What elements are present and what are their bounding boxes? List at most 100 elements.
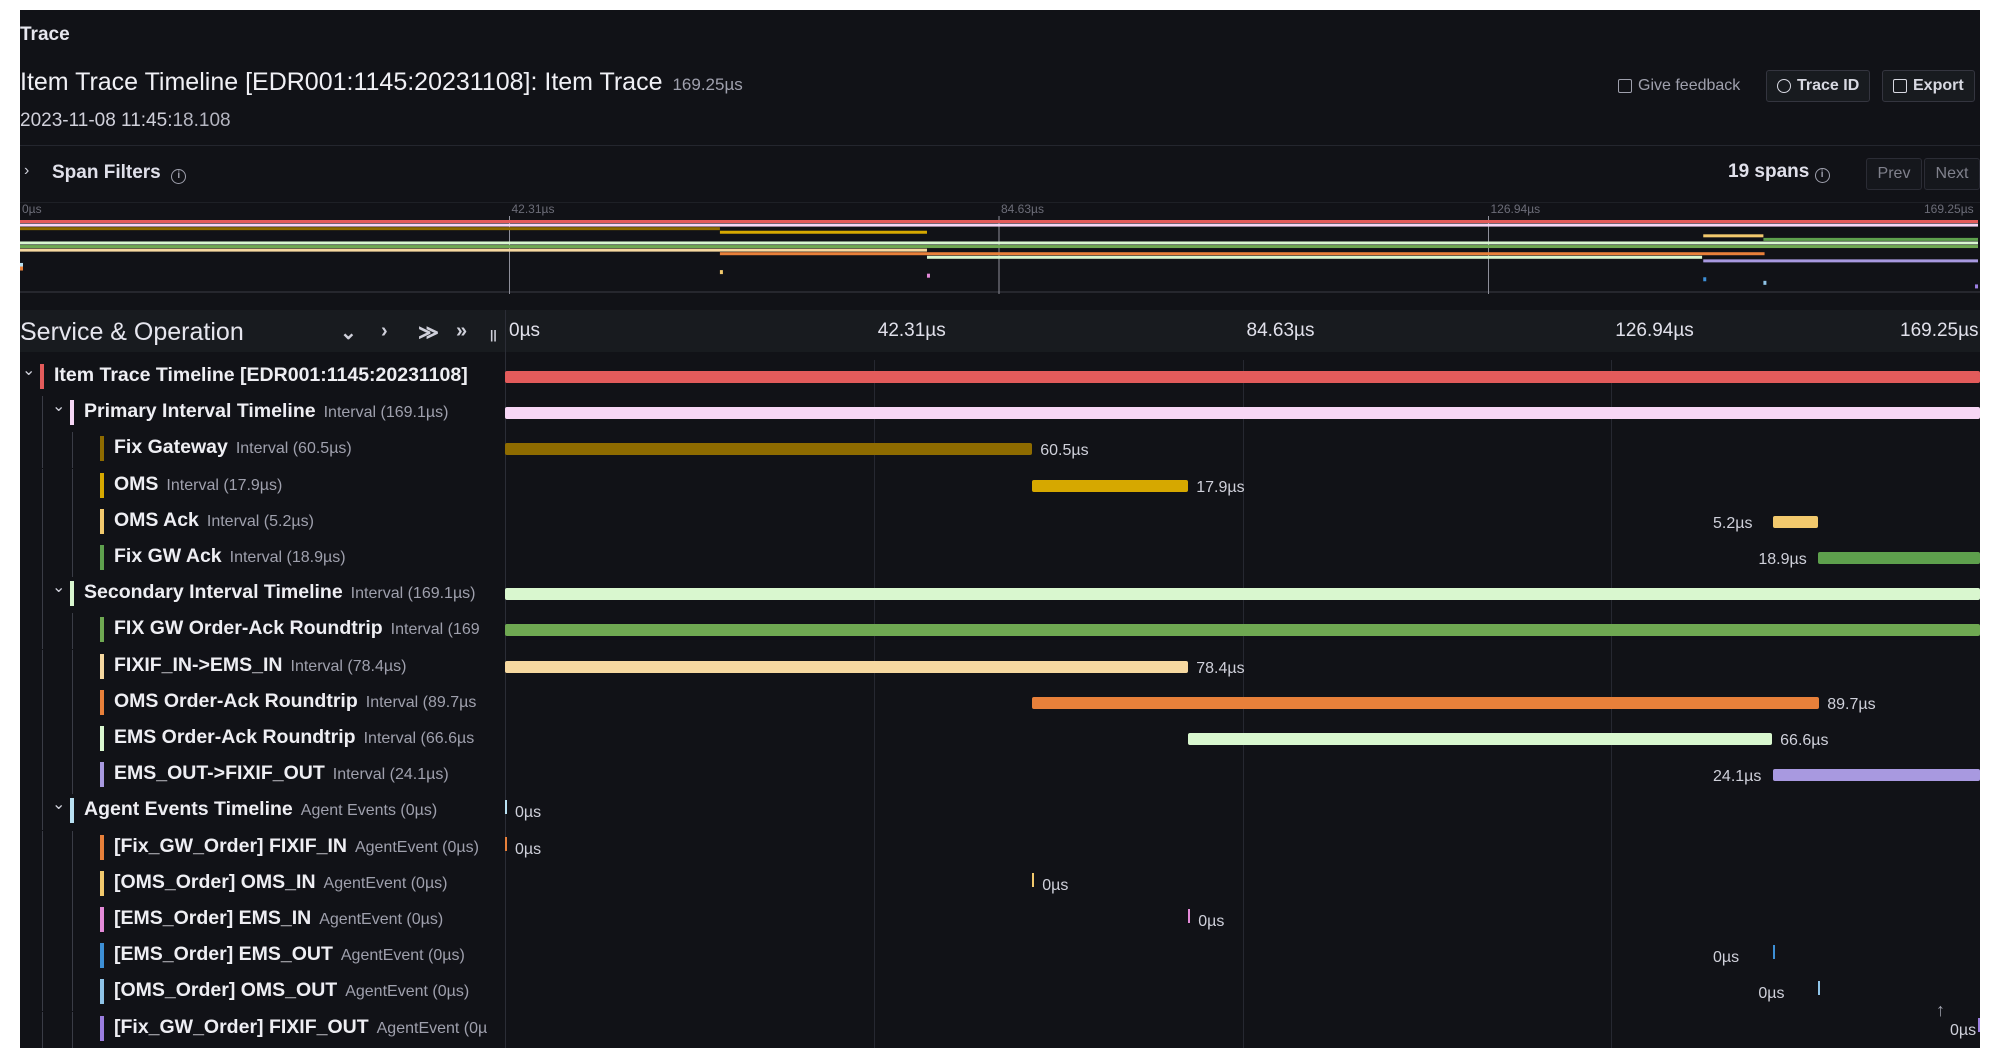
span-bar[interactable] [505,443,1033,456]
span-row[interactable]: ⌄ Secondary Interval Timeline Interval (16… [20,577,1980,614]
span-bar[interactable] [1188,909,1191,923]
span-bar[interactable] [505,800,507,815]
span-name-cell[interactable]: FIXIF_IN->EMS_IN Interval (78.4µs) [20,649,505,686]
minimap-span-mark [20,227,720,231]
service-color-marker [100,726,104,751]
span-bar[interactable] [1032,479,1189,492]
span-row[interactable]: [EMS_Order] EMS_IN AgentEvent (0µs) 0µs [20,903,1980,939]
span-name-text: FIXIF_IN->EMS_IN [114,653,283,676]
tree-guide-line [42,613,43,650]
span-type: Agent Events (0µs) [300,802,438,820]
span-bar[interactable] [1818,981,1821,996]
span-row[interactable]: [Fix_GW_Order] FIXIF_OUT AgentEvent (0µ 0µ… [20,1011,1980,1048]
span-row[interactable]: ⌄ Item Trace Timeline [EDR001:1145:202311… [20,360,1980,396]
span-bar[interactable] [1978,1017,1980,1032]
column-divider[interactable] [505,310,506,1048]
span-name-cell[interactable]: ⌄ Primary Interval Timeline Interval (169.… [20,396,505,433]
tree-guide-line [72,541,73,577]
span-duration-label: 60.5µs [1040,442,1089,460]
minimap-span-mark [719,252,1765,256]
span-bar[interactable] [1773,945,1776,960]
tree-guide-line [72,432,73,469]
span-row[interactable]: [Fix_GW_Order] FIXIF_IN AgentEvent (0µs) 0… [20,830,1980,867]
span-bar[interactable] [1188,733,1773,745]
span-bar[interactable] [1818,552,1980,564]
span-name-cell[interactable]: EMS_OUT->FIXIF_OUT Interval (24.1µs) [20,758,505,795]
span-name-cell[interactable]: Fix GW Ack Interval (18.9µs) [20,541,505,577]
span-filters-row[interactable]: › Span Filters i [20,156,1980,190]
span-name-cell[interactable]: [EMS_Order] EMS_IN AgentEvent (0µs) [20,903,505,939]
span-name-cell[interactable]: [Fix_GW_Order] FIXIF_IN AgentEvent (0µs) [20,830,505,867]
span-name-cell[interactable]: [OMS_Order] OMS_IN AgentEvent (0µs) [20,866,505,903]
span-row[interactable]: EMS_OUT->FIXIF_OUT Interval (24.1µs) 24.1µ… [20,758,1980,795]
span-row[interactable]: OMS Ack Interval (5.2µs) 5.2µs [20,504,1980,541]
span-name-cell[interactable]: Fix Gateway Interval (60.5µs) [20,432,505,469]
span-row[interactable]: OMS Order-Ack Roundtrip Interval (89.7µs 8… [20,685,1980,722]
span-name-text: Fix GW Ack [114,545,222,567]
span-row[interactable]: FIX GW Order-Ack Roundtrip Interval (169 [20,613,1980,650]
prev-button[interactable]: Prev [1866,158,1922,190]
span-name: [Fix_GW_Order] FIXIF_OUT AgentEvent (0µ [114,1016,487,1039]
export-button[interactable]: Export [1882,70,1975,102]
span-row[interactable]: EMS Order-Ack Roundtrip Interval (66.6µs 6… [20,722,1980,758]
collapse-all-icon[interactable]: ≫ [418,322,439,344]
chevron-down-icon[interactable]: ⌄ [52,796,66,814]
tree-guide-line [42,758,43,795]
span-name-cell[interactable]: EMS Order-Ack Roundtrip Interval (66.6µs [20,722,505,758]
span-type: Interval (169.1µs) [323,404,449,422]
span-name: [Fix_GW_Order] FIXIF_IN AgentEvent (0µs) [114,835,479,858]
span-name-cell[interactable]: [Fix_GW_Order] FIXIF_OUT AgentEvent (0µ [20,1011,505,1048]
span-bar[interactable] [1032,696,1820,709]
info-icon[interactable]: i [171,169,187,184]
span-duration-label: 0µs [1713,949,1740,967]
scroll-up-icon[interactable]: ↑ [1936,1000,1945,1020]
info-icon[interactable]: i [1814,168,1830,183]
span-name-cell[interactable]: OMS Order-Ack Roundtrip Interval (89.7µs [20,685,505,722]
span-duration-label: 17.9µs [1196,478,1245,496]
next-button[interactable]: Next [1924,158,1980,190]
collapse-one-icon[interactable]: ⌄ [340,322,357,344]
chevron-down-icon[interactable]: ⌄ [22,362,36,379]
span-name-cell[interactable]: [EMS_Order] EMS_OUT AgentEvent (0µs) [20,939,505,976]
resize-handle-icon[interactable]: || [490,328,497,342]
span-name-cell[interactable]: ⌄ Item Trace Timeline [EDR001:1145:202311… [20,360,505,396]
span-bar[interactable] [505,660,1189,673]
span-row[interactable]: ⌄ Primary Interval Timeline Interval (169.… [20,396,1980,433]
span-row[interactable]: Fix GW Ack Interval (18.9µs) 18.9µs [20,541,1980,577]
chevron-down-icon[interactable]: ⌄ [52,579,66,597]
span-name-cell[interactable]: ⌄ Agent Events Timeline Agent Events (0µs) [20,794,505,831]
span-row[interactable]: [OMS_Order] OMS_IN AgentEvent (0µs) 0µs [20,866,1980,903]
span-row[interactable]: FIXIF_IN->EMS_IN Interval (78.4µs) 78.4µs [20,649,1980,686]
span-row[interactable]: [OMS_Order] OMS_OUT AgentEvent (0µs) 0µs [20,975,1980,1012]
expand-one-icon[interactable]: › [381,320,388,342]
span-duration-label: 89.7µs [1827,695,1876,713]
chevron-down-icon[interactable]: ⌄ [52,398,66,416]
span-bar[interactable] [505,624,1980,637]
span-bar[interactable] [505,407,1980,420]
span-bar[interactable] [505,588,1980,601]
chevron-right-icon[interactable]: › [24,162,30,179]
span-bar[interactable] [505,836,507,851]
span-name-cell[interactable]: OMS Ack Interval (5.2µs) [20,504,505,541]
trace-id-button[interactable]: Trace ID [1766,70,1871,102]
span-duration-label: 18.9µs [1758,551,1807,568]
span-bar[interactable] [1032,872,1035,887]
header-divider [20,145,1980,146]
span-bar[interactable] [1773,515,1819,528]
span-row[interactable]: [EMS_Order] EMS_OUT AgentEvent (0µs) 0µs [20,939,1980,976]
span-row[interactable]: ⌄ Agent Events Timeline Agent Events (0µs)… [20,794,1980,831]
span-bar[interactable] [1773,769,1980,782]
trace-minimap[interactable]: 0µs 42.31µs 84.63µs 126.94µs 169.25µs [20,202,1980,294]
span-name-cell[interactable]: OMS Interval (17.9µs) [20,468,505,505]
span-name-cell[interactable]: FIX GW Order-Ack Roundtrip Interval (169 [20,613,505,650]
span-row[interactable]: Fix Gateway Interval (60.5µs) 60.5µs [20,432,1980,469]
span-row[interactable]: OMS Interval (17.9µs) 17.9µs [20,468,1980,505]
expand-all-icon[interactable]: » [456,320,468,342]
minimap-span-mark [1763,280,1767,285]
span-bar[interactable] [505,371,1980,383]
span-name-cell[interactable]: ⌄ Secondary Interval Timeline Interval (16… [20,577,505,614]
give-feedback-link[interactable]: Give feedback [1608,70,1750,102]
span-type: Interval (18.9µs) [229,549,346,566]
tree-guide-line [72,758,73,795]
span-name-cell[interactable]: [OMS_Order] OMS_OUT AgentEvent (0µs) [20,975,505,1012]
